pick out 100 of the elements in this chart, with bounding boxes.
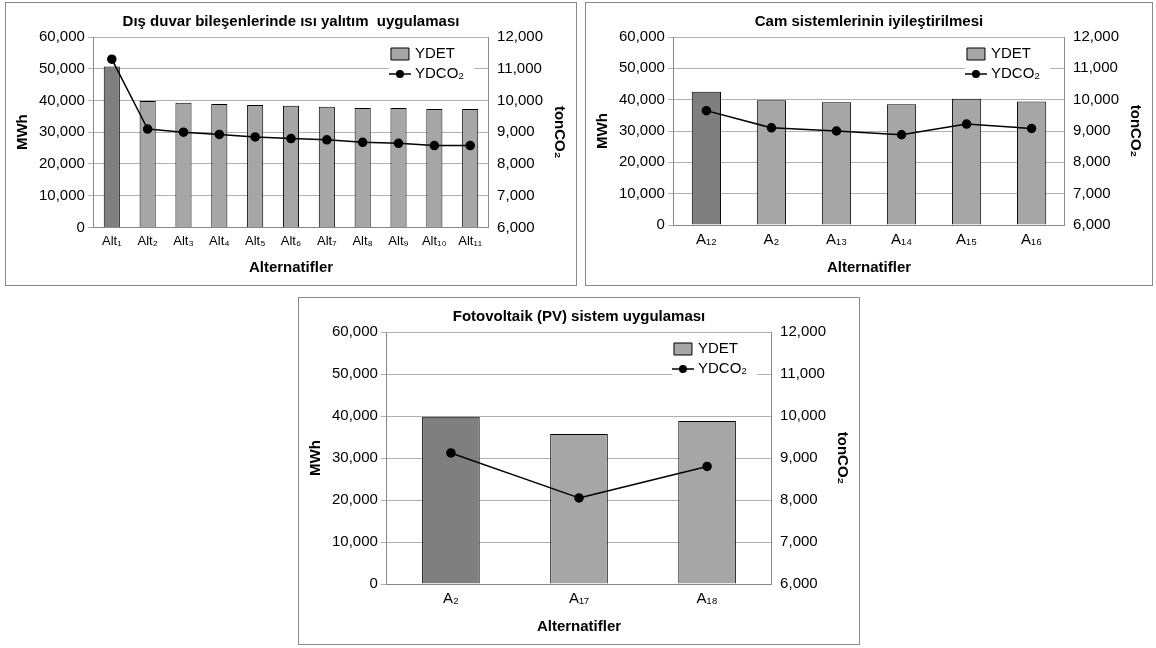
- y-tick-label: 30,000: [38, 122, 85, 140]
- y-tick-label: 50,000: [618, 58, 665, 76]
- x-tick-label: A₂: [443, 589, 460, 607]
- y-tick-label: 30,000: [618, 121, 665, 139]
- legend-label: YDCO₂: [990, 64, 1041, 82]
- point: [357, 137, 368, 148]
- y-tick-label: 10,000: [618, 183, 665, 201]
- x-tick-label: A₁₇: [568, 589, 590, 607]
- x-tick-label: Alt₂: [137, 232, 158, 248]
- y2-tick-label: 9,000: [1073, 121, 1111, 139]
- x-tick-label: Alt₄: [209, 232, 230, 248]
- chart-title: Fotovoltaik (PV) sistem uygulaması: [452, 307, 706, 325]
- x-tick-label: A₂: [763, 230, 780, 248]
- y2-tick-label: 7,000: [497, 185, 535, 203]
- x-tick-label: Alt₁₁: [458, 232, 483, 248]
- y2-tick-label: 12,000: [780, 322, 827, 340]
- x-tick-label: A₁₄: [890, 230, 913, 248]
- y-tick-label: 30,000: [331, 448, 378, 466]
- point: [1026, 123, 1037, 134]
- point: [961, 119, 972, 129]
- y-tick-label: 10,000: [38, 185, 85, 203]
- x-tick-label: Alt₆: [280, 232, 302, 248]
- y-axis-title: MWh: [306, 440, 324, 476]
- x-tick-label: Alt₅: [244, 232, 266, 248]
- y-axis-title: MWh: [593, 113, 611, 149]
- y2-tick-label: 12,000: [1073, 27, 1120, 45]
- y2-axis-title: tonCO₂: [1127, 104, 1145, 158]
- y-tick-label: 50,000: [38, 58, 85, 76]
- chart-title: Cam sistemlerinin iyileştirilmesi: [754, 12, 984, 30]
- y-tick-label: 20,000: [618, 152, 665, 170]
- y-tick-label: 0: [369, 574, 378, 592]
- y2-tick-label: 12,000: [497, 27, 544, 45]
- y2-tick-label: 8,000: [1073, 152, 1111, 170]
- point: [250, 132, 260, 142]
- point: [286, 133, 296, 144]
- point: [896, 130, 907, 140]
- y2-tick-label: 9,000: [497, 122, 535, 140]
- y2-tick-label: 11,000: [1073, 58, 1118, 76]
- x-tick-label: Alt₉: [388, 232, 409, 248]
- point: [766, 123, 777, 133]
- y2-tick-label: 8,000: [780, 490, 818, 508]
- legend-label: YDET: [697, 339, 738, 357]
- y-tick-label: 60,000: [618, 27, 665, 45]
- y2-tick-label: 11,000: [497, 58, 542, 76]
- x-axis-title: Alternatifler: [536, 617, 622, 635]
- y2-tick-label: 7,000: [1073, 183, 1111, 201]
- y-tick-label: 20,000: [38, 154, 85, 172]
- y-tick-label: 60,000: [331, 322, 378, 340]
- y2-tick-label: 8,000: [497, 154, 535, 172]
- y-axis-title: MWh: [13, 114, 31, 151]
- point: [574, 493, 584, 503]
- y2-axis-title: tonCO₂: [551, 105, 569, 159]
- point: [393, 138, 404, 149]
- point: [429, 140, 440, 151]
- x-tick-label: A₁₈: [696, 589, 718, 607]
- legend-label: YDCO₂: [697, 359, 748, 377]
- legend-label: YDET: [414, 44, 455, 62]
- y-tick-label: 60,000: [38, 27, 85, 45]
- point: [142, 124, 153, 134]
- y-tick-label: 20,000: [331, 490, 378, 508]
- y2-tick-label: 10,000: [780, 406, 827, 424]
- point: [446, 448, 456, 458]
- y2-tick-label: 9,000: [780, 448, 818, 466]
- x-tick-label: Alt₁₀: [421, 232, 447, 248]
- x-axis-title: Alternatifler: [826, 258, 912, 276]
- y2-tick-label: 11,000: [780, 364, 825, 382]
- x-tick-label: Alt₇: [317, 232, 338, 248]
- y-tick-label: 0: [656, 215, 665, 233]
- point: [322, 135, 332, 145]
- x-tick-label: A₁₂: [695, 230, 718, 248]
- y-tick-label: 10,000: [331, 532, 378, 550]
- y-tick-label: 40,000: [618, 89, 665, 107]
- y2-tick-label: 6,000: [1073, 215, 1111, 233]
- x-tick-label: Alt₃: [173, 232, 194, 248]
- x-tick-label: A₁₅: [956, 230, 978, 248]
- point: [702, 461, 712, 472]
- y-tick-label: 0: [76, 217, 85, 235]
- legend-label: YDET: [990, 44, 1031, 62]
- y-tick-label: 40,000: [38, 90, 85, 108]
- point: [701, 105, 712, 116]
- y2-tick-label: 10,000: [1073, 89, 1120, 107]
- x-tick-label: A₁₆: [1021, 230, 1043, 248]
- point: [107, 54, 117, 64]
- y2-tick-label: 6,000: [497, 217, 535, 235]
- chart-title: Dış duvar bileşenlerinde ısı yalıtım uygulaması: [122, 12, 460, 30]
- y2-tick-label: 6,000: [780, 574, 818, 592]
- y2-tick-label: 10,000: [497, 90, 544, 108]
- y2-axis-title: tonCO₂: [834, 431, 852, 485]
- x-axis-title: Alternatifler: [248, 258, 334, 276]
- y2-tick-label: 7,000: [780, 532, 818, 550]
- y-tick-label: 50,000: [331, 364, 378, 382]
- legend-label: YDCO₂: [414, 64, 465, 82]
- x-tick-label: A₁₃: [825, 230, 848, 248]
- point: [214, 129, 225, 140]
- x-tick-label: Alt₈: [352, 232, 373, 248]
- y-tick-label: 40,000: [331, 406, 378, 424]
- point: [178, 127, 189, 137]
- point: [465, 140, 475, 151]
- point: [831, 126, 842, 136]
- x-tick-label: Alt₁: [102, 232, 123, 248]
